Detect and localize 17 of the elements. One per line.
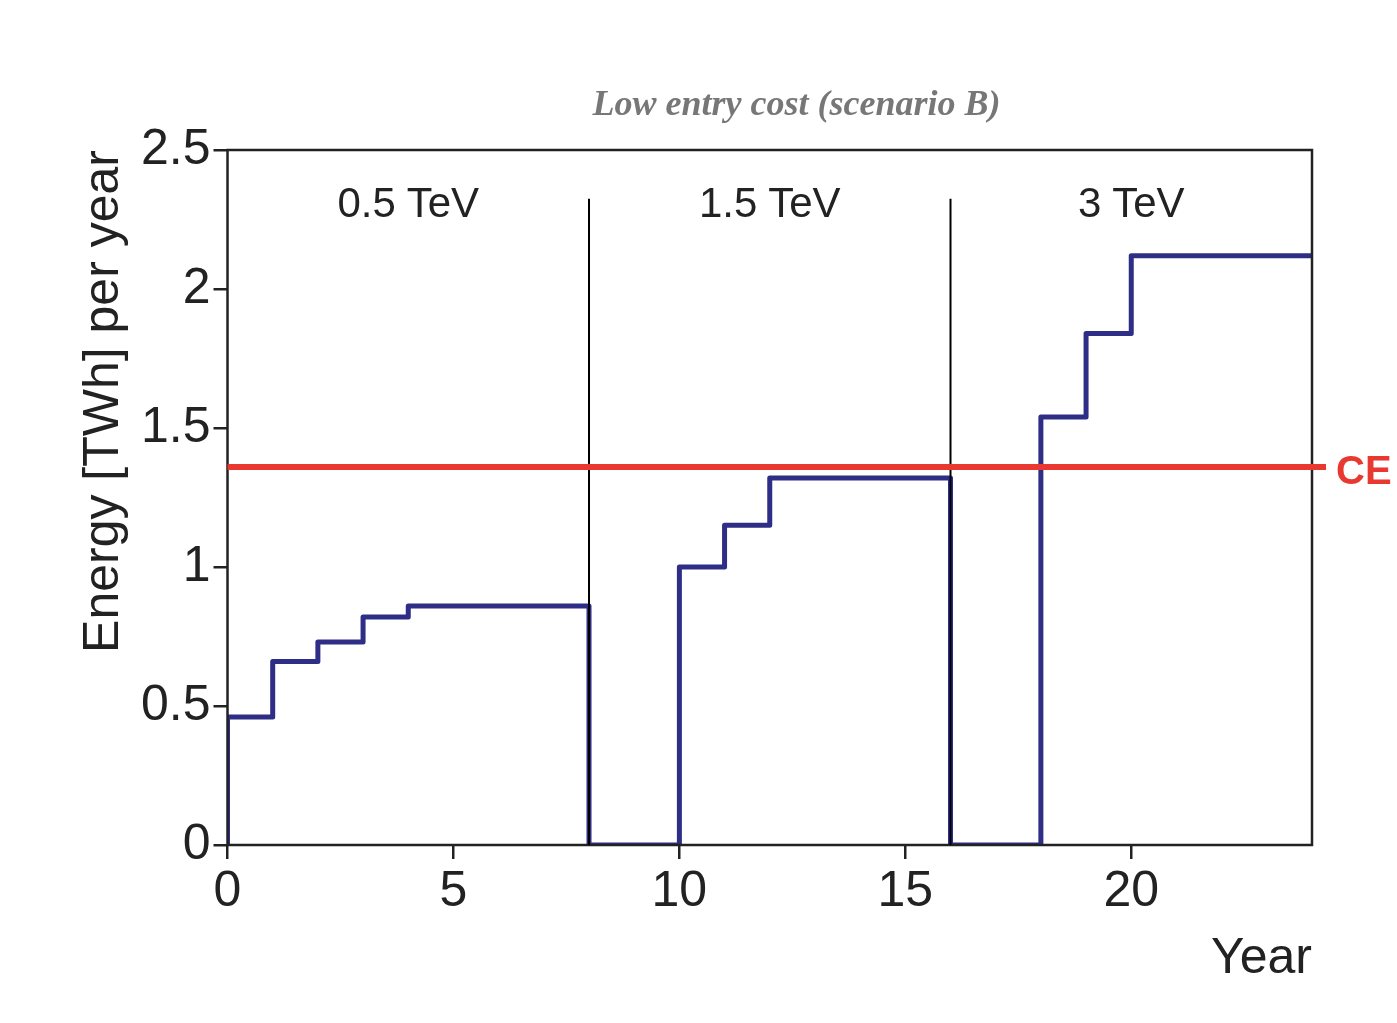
y-tick-label: 0.5 — [140, 674, 211, 731]
x-tick-label: 5 — [439, 860, 468, 917]
x-tick-label: 15 — [877, 860, 934, 917]
y-tick-label: 2.5 — [140, 118, 211, 175]
y-tick-label: 1 — [182, 535, 211, 592]
y-tick-label: 1.5 — [140, 396, 211, 453]
x-axis-title: Year — [1210, 927, 1312, 984]
x-tick-label: 20 — [1103, 860, 1160, 917]
annotation: 0.5 TeV — [337, 178, 480, 226]
annotation: 3 TeV — [1077, 178, 1185, 226]
annotation: 1.5 TeV — [698, 178, 841, 226]
x-tick-label: 10 — [651, 860, 708, 917]
chart-title: Low entry cost (scenario B) — [591, 82, 1002, 124]
y-tick-label: 2 — [182, 257, 211, 314]
y-tick-label: 0 — [182, 813, 211, 870]
ref-line-label: CE — [1336, 447, 1392, 492]
y-axis-title: Energy [TWh] per year — [72, 150, 129, 653]
